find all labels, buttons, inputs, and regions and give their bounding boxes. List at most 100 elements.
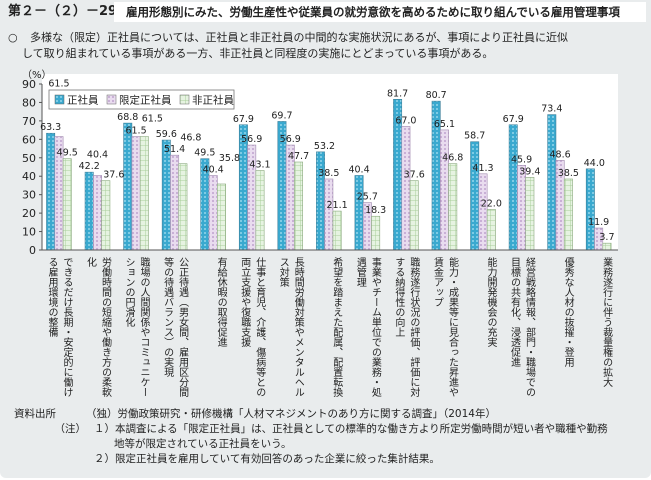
data-label: 56.9 [280, 134, 301, 145]
bar-正社員 [470, 141, 480, 251]
y-tick-label: 40 [22, 170, 36, 183]
lead-text: ○ 多様な（限定）正社員については、正社員と非正社員の中間的な実施状況にあるが、事… [8, 30, 648, 62]
bar-限定正社員 [478, 173, 488, 251]
data-label: 38.5 [318, 168, 339, 179]
data-label: 41.3 [472, 163, 493, 174]
data-label: 40.4 [348, 164, 369, 175]
y-tick-label: 50 [22, 152, 36, 165]
data-label: 49.5 [57, 148, 78, 159]
bar-非正社員 [525, 177, 535, 251]
bar-正社員 [508, 124, 518, 251]
data-label: 69.7 [271, 110, 292, 121]
y-tick-label: 20 [22, 207, 36, 220]
y-tick-label: 60 [22, 133, 36, 146]
bar-正社員 [354, 175, 364, 251]
data-label: 67.0 [395, 115, 416, 126]
bar-非正社員 [217, 183, 226, 251]
data-label: 61.5 [125, 126, 146, 137]
data-label: 40.4 [203, 164, 224, 175]
bar-正社員 [123, 122, 133, 251]
category-label: 事業やチーム単位での業務・処遇管理 [354, 257, 381, 397]
data-label: 53.2 [314, 141, 335, 152]
data-label: 67.9 [503, 114, 524, 125]
data-label: 59.6 [156, 129, 177, 140]
bar-正社員 [316, 151, 325, 251]
data-label: 39.4 [519, 166, 540, 177]
category-label: 経営戦略情報、部門・職場での目標の共有化、浸透促進 [508, 257, 535, 397]
bar-非正社員 [371, 215, 381, 251]
data-label: 42.2 [79, 161, 100, 172]
legend-label: 正社員 [67, 94, 99, 107]
data-label: 43.1 [249, 160, 270, 171]
figure-number: 第２－（２）－29図 [8, 4, 131, 19]
bullet-marker: ○ [8, 31, 18, 44]
figure-title: 雇用形態別にみた、労働生産性や従業員の就労意欲を高めるために取り組んでいる雇用管… [114, 2, 646, 22]
bar-限定正社員 [93, 175, 102, 251]
legend-swatch [179, 94, 190, 105]
data-label: 63.3 [40, 122, 61, 133]
category-label: 業務遂行に伴う裁量権の拡大 [600, 257, 612, 387]
category-label: 労働時間の短縮や働き方の柔軟化 [84, 257, 111, 397]
bar-非正社員 [139, 136, 149, 251]
data-label: 37.6 [404, 170, 425, 181]
bar-非正社員 [448, 163, 458, 251]
data-label: 61.5 [48, 79, 69, 90]
data-label: 46.8 [442, 153, 463, 164]
lead-line-1: 多様な（限定）正社員については、正社員と非正社員の中間的な実施状況にあるが、事項… [30, 31, 569, 44]
note-2-text: 限定正社員を雇用していて有効回答のあった企業に絞った集計結果。 [115, 453, 440, 465]
legend-swatch [106, 94, 117, 105]
category-label: 優秀な人材の抜擢・登用 [562, 257, 574, 367]
data-label: 73.4 [541, 104, 562, 115]
bar-非正社員 [602, 242, 612, 251]
lead-line-2: して取り組まれている事項がある一方、非正社員と同程度の実施にとどまっている事項が… [22, 47, 494, 60]
y-tick-label: 70 [22, 115, 36, 128]
data-label: 37.6 [103, 170, 124, 181]
bar-限定正社員 [439, 129, 449, 251]
category-label: 仕事と育児、介護、傷病等との両立支援や復職支援 [238, 257, 265, 397]
bar-限定正社員 [401, 126, 411, 251]
category-label: 能力・成果等に見合った昇進や賃金アップ [431, 257, 458, 397]
y-tick-label: 10 [22, 226, 36, 239]
footnotes: 資料出所 （独）労働政策研究・研修機構「人材マネジメントのあり方に関する調査」（2… [14, 407, 608, 467]
data-label: 80.7 [426, 90, 447, 101]
data-label: 35.8 [219, 153, 240, 164]
y-axis-unit: （%） [22, 69, 52, 81]
category-label: 長時間労働対策やメンタルヘルス対策 [277, 257, 304, 397]
bar-正社員 [46, 132, 56, 251]
bar-正社員 [161, 139, 171, 251]
data-label: 44.0 [584, 158, 605, 169]
legend-swatch [54, 94, 65, 105]
bar-非正社員 [409, 180, 419, 251]
category-label: 職務遂行状況の評価、評価に対する納得性の向上 [392, 257, 419, 397]
legend-label: 限定正社員 [119, 94, 172, 107]
data-label: 11.9 [588, 217, 609, 228]
bar-非正社員 [255, 170, 265, 251]
bar-非正社員 [294, 161, 303, 251]
data-label: 67.9 [233, 114, 254, 125]
bar-非正社員 [563, 178, 573, 251]
y-tick-label: 0 [29, 244, 36, 257]
category-label: できるだけ長期・安定的に働ける雇用環境の整備 [45, 257, 72, 397]
data-label: 40.4 [87, 149, 108, 160]
y-tick-label: 30 [22, 189, 36, 202]
bar-限定正社員 [324, 178, 334, 251]
note-2-number: ２） [94, 453, 115, 465]
y-tick-label: 90 [22, 78, 36, 91]
bar-限定正社員 [170, 154, 180, 251]
data-label: 56.9 [241, 134, 262, 145]
data-label: 25.7 [357, 192, 378, 203]
data-label: 45.9 [511, 154, 532, 165]
data-label: 65.1 [434, 119, 455, 130]
data-label: 47.7 [288, 151, 309, 162]
bar-正社員 [84, 171, 94, 251]
data-label: 48.6 [550, 149, 571, 160]
category-label: 希望を踏まえた配属、配置転換 [330, 257, 342, 397]
note-1-text: 本調査による「限定正社員」は、正社員としての標準的な働き方より所定労働時間が短い… [115, 423, 608, 435]
data-label: 21.1 [327, 200, 348, 211]
figure-header: 第２－（２）－29図 雇用形態別にみた、労働生産性や従業員の就労意欲を高めるため… [0, 0, 651, 24]
data-label: 58.7 [464, 131, 485, 142]
bar-非正社員 [178, 163, 188, 251]
data-label: 18.3 [365, 205, 386, 216]
data-label: 3.7 [599, 232, 614, 243]
